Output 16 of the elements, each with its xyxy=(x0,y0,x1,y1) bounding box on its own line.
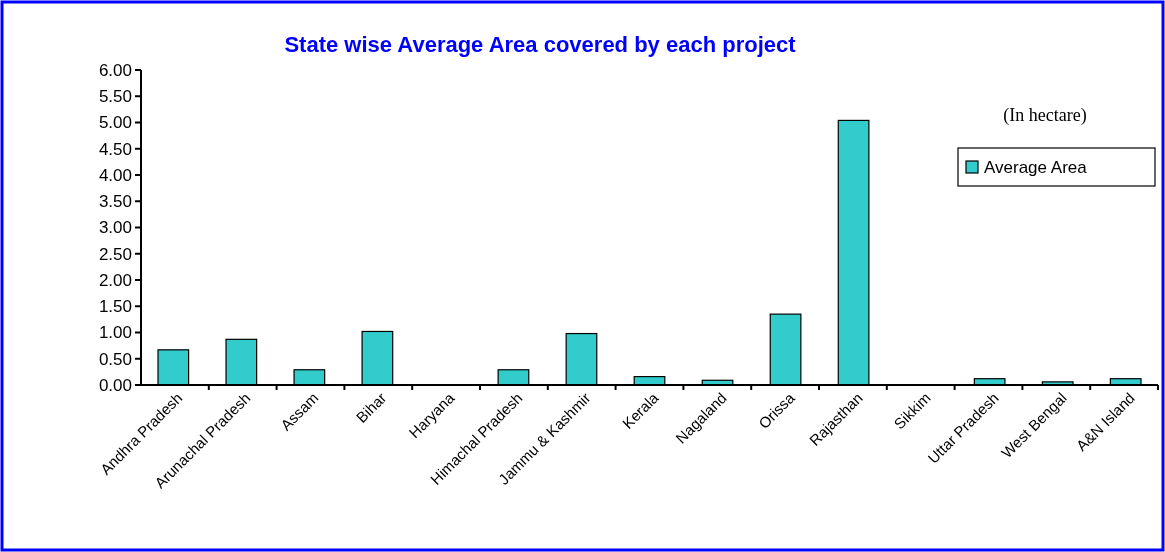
y-tick-label: 5.50 xyxy=(98,87,132,107)
chart-title: State wise Average Area covered by each project xyxy=(284,32,797,57)
y-tick-label: 2.00 xyxy=(98,270,132,290)
y-tick-label: 3.50 xyxy=(98,192,132,212)
y-tick-label: 1.50 xyxy=(98,297,132,317)
y-tick-label: 5.00 xyxy=(98,113,132,133)
y-tick-label: 4.00 xyxy=(98,165,132,185)
y-tick-label: 3.00 xyxy=(98,218,132,238)
y-tick-label: 1.00 xyxy=(98,323,132,343)
legend-label: Average Area xyxy=(984,157,1088,177)
y-tick-label: 0.50 xyxy=(98,349,132,369)
y-tick-label: 6.00 xyxy=(98,60,132,80)
annotation: (In hectare) xyxy=(1003,105,1087,126)
y-tick-label: 2.50 xyxy=(98,244,132,264)
y-tick-label: 0.00 xyxy=(98,375,132,395)
y-tick-label: 4.50 xyxy=(98,139,132,159)
